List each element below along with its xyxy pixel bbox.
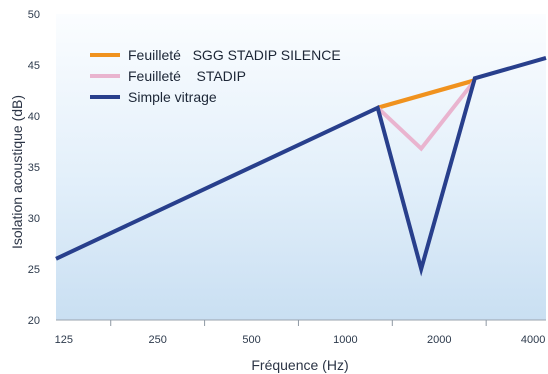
y-tick-label-45: 45 [28, 60, 40, 72]
plot-background [56, 14, 546, 320]
x-axis-ticks: 125 250 500 1000 2000 4000 [55, 320, 545, 346]
y-tick-label-30: 30 [28, 213, 40, 225]
x-axis-title: Fréquence (Hz) [251, 357, 348, 373]
x-tick-label-1000: 1000 [333, 334, 357, 346]
x-tick-label-125: 125 [55, 334, 73, 346]
series-lines [55, 55, 547, 277]
y-tick-label-40: 40 [28, 111, 40, 123]
y-axis-ticks: 20 25 30 35 40 45 50 [28, 9, 40, 327]
legend-label-3: Simple vitrage [128, 89, 217, 105]
series-line-3 [55, 55, 547, 277]
y-tick-label-20: 20 [28, 315, 40, 327]
series-line-1 [377, 78, 476, 110]
legend: Feuilleté SGG STADIP SILENCE Feuilleté ST… [90, 47, 341, 105]
legend-label-1: Feuilleté SGG STADIP SILENCE [128, 47, 341, 63]
y-tick-label-25: 25 [28, 264, 40, 276]
legend-label-2: Feuilleté STADIP [128, 68, 246, 84]
x-tick-label-250: 250 [148, 334, 166, 346]
y-axis-title: Isolation acoustique (dB) [9, 95, 25, 249]
y-tick-label-35: 35 [28, 162, 40, 174]
y-tick-label-50: 50 [28, 9, 40, 21]
x-tick-label-2000: 2000 [427, 334, 451, 346]
series-line-2 [376, 79, 477, 152]
x-tick-label-4000: 4000 [521, 334, 545, 346]
x-tick-label-500: 500 [242, 334, 260, 346]
